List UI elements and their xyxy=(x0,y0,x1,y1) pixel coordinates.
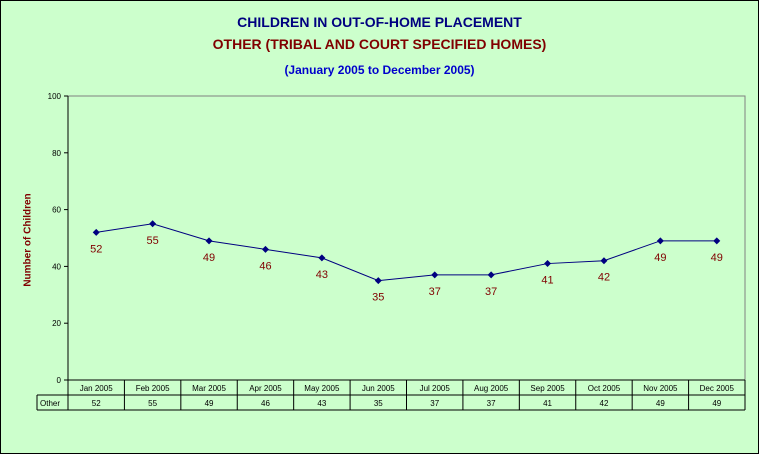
data-point xyxy=(713,237,721,245)
data-label: 55 xyxy=(147,235,159,247)
chart-title: CHILDREN IN OUT-OF-HOME PLACEMENT xyxy=(237,14,522,30)
x-tick-label: Feb 2005 xyxy=(136,384,170,393)
x-tick-label: Mar 2005 xyxy=(192,384,226,393)
plot-area xyxy=(67,95,746,381)
chart-date-range: (January 2005 to December 2005) xyxy=(284,63,475,77)
data-label: 49 xyxy=(711,252,723,264)
y-tick-label: 100 xyxy=(48,92,62,101)
data-point xyxy=(600,257,608,265)
x-tick-label: Nov 2005 xyxy=(643,384,678,393)
x-tick-label: Aug 2005 xyxy=(474,384,509,393)
data-point xyxy=(149,220,157,228)
data-label: 42 xyxy=(598,272,610,284)
y-tick-label: 40 xyxy=(52,262,61,271)
data-table-value: 49 xyxy=(656,399,665,408)
data-label: 35 xyxy=(372,292,384,304)
data-point xyxy=(205,237,213,245)
x-tick-label: Sep 2005 xyxy=(530,384,565,393)
x-tick-label: Jun 2005 xyxy=(362,384,395,393)
data-table-value: 52 xyxy=(92,399,101,408)
data-table-value: 46 xyxy=(261,399,270,408)
data-label: 49 xyxy=(654,252,666,264)
data-label: 37 xyxy=(485,286,497,298)
data-table-value: 41 xyxy=(543,399,552,408)
x-tick-label: Oct 2005 xyxy=(588,384,621,393)
series-line xyxy=(96,223,717,282)
y-tick-label: 20 xyxy=(52,319,61,328)
data-table-value: 49 xyxy=(712,399,721,408)
data-point xyxy=(544,260,552,268)
data-point xyxy=(487,271,495,279)
data-label: 37 xyxy=(429,286,441,298)
data-point xyxy=(318,254,326,262)
data-table-value: 43 xyxy=(317,399,326,408)
y-tick-label: 0 xyxy=(57,376,62,385)
data-table-row-label: Other xyxy=(40,399,60,408)
x-tick-label: May 2005 xyxy=(304,384,340,393)
chart-subtitle: OTHER (TRIBAL AND COURT SPECIFIED HOMES) xyxy=(212,36,547,52)
data-table-value: 35 xyxy=(374,399,383,408)
y-tick-label: 60 xyxy=(52,206,61,215)
data-table-value: 37 xyxy=(430,399,439,408)
data-point xyxy=(92,228,100,236)
data-table-value: 37 xyxy=(487,399,496,408)
data-label: 49 xyxy=(203,252,215,264)
data-point xyxy=(261,245,269,253)
data-table-value: 55 xyxy=(148,399,157,408)
data-label: 46 xyxy=(259,260,271,272)
y-tick-label: 80 xyxy=(52,149,61,158)
data-table-value: 49 xyxy=(205,399,214,408)
x-tick-label: Apr 2005 xyxy=(249,384,282,393)
data-point xyxy=(656,237,664,245)
data-point xyxy=(374,277,382,285)
data-label: 43 xyxy=(316,269,328,281)
x-tick-label: Dec 2005 xyxy=(700,384,735,393)
x-tick-label: Jul 2005 xyxy=(420,384,451,393)
x-tick-label: Jan 2005 xyxy=(80,384,113,393)
data-label: 41 xyxy=(541,275,553,287)
data-point xyxy=(431,271,439,279)
data-label: 52 xyxy=(90,243,102,255)
data-table-value: 42 xyxy=(600,399,609,408)
